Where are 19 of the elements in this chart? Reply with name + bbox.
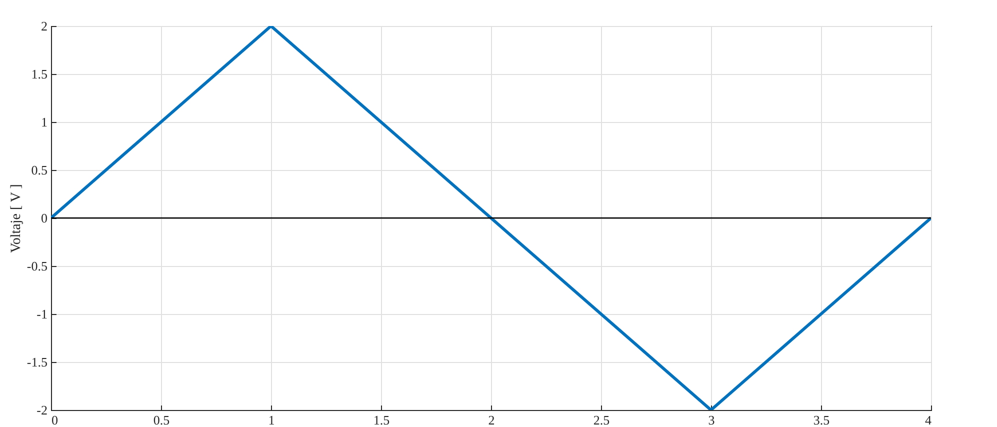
y-tick-label: -0.5 [26, 258, 48, 274]
y-tick-label: 1 [41, 114, 48, 130]
y-axis-title: Voltaje [ V ] [8, 184, 24, 253]
x-tick-label: 1 [268, 412, 275, 427]
y-tick-label: -1 [36, 306, 48, 322]
y-tick-label: 2 [41, 18, 48, 34]
x-tick-label: 4 [925, 412, 932, 427]
y-tick-label: 1.5 [31, 66, 48, 82]
x-tick-label: 0 [52, 412, 58, 427]
x-tick-label: 0.5 [153, 412, 170, 427]
x-tick-label: 2.5 [593, 412, 610, 427]
x-tick-label: 2 [488, 412, 495, 427]
y-tick-label: -1.5 [26, 354, 48, 370]
y-tick-label: 0.5 [31, 162, 48, 178]
x-tick-label: 3.5 [813, 412, 830, 427]
y-tick-label: -2 [36, 402, 48, 418]
y-tick-label: 0 [41, 210, 48, 226]
x-tick-label: 1.5 [373, 412, 390, 427]
x-tick-label: 3 [708, 412, 715, 427]
